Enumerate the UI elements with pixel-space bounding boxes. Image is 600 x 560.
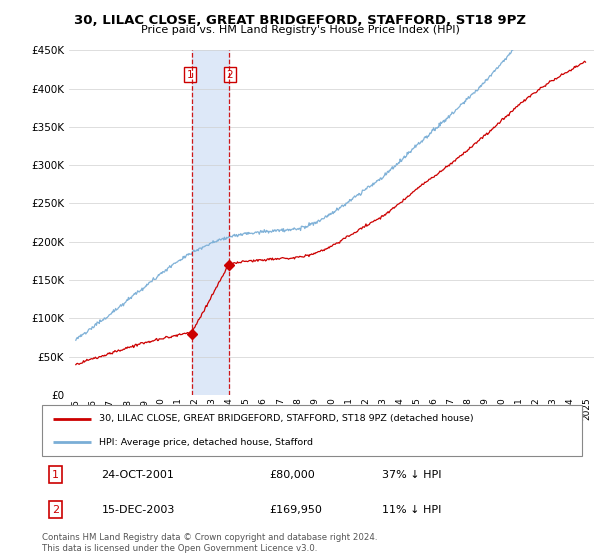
Text: Contains HM Land Registry data © Crown copyright and database right 2024.
This d: Contains HM Land Registry data © Crown c…: [42, 533, 377, 553]
Text: £80,000: £80,000: [269, 470, 314, 479]
Text: 24-OCT-2001: 24-OCT-2001: [101, 470, 174, 479]
Text: Price paid vs. HM Land Registry's House Price Index (HPI): Price paid vs. HM Land Registry's House …: [140, 25, 460, 35]
Text: 30, LILAC CLOSE, GREAT BRIDGEFORD, STAFFORD, ST18 9PZ (detached house): 30, LILAC CLOSE, GREAT BRIDGEFORD, STAFF…: [98, 414, 473, 423]
Text: 2: 2: [52, 505, 59, 515]
Bar: [191, 50, 229, 395]
Text: 2: 2: [227, 69, 233, 80]
Text: £169,950: £169,950: [269, 505, 322, 515]
FancyBboxPatch shape: [42, 405, 582, 456]
Text: 1: 1: [52, 470, 59, 479]
Text: 15-DEC-2003: 15-DEC-2003: [101, 505, 175, 515]
Text: 1: 1: [187, 69, 194, 80]
Text: 30, LILAC CLOSE, GREAT BRIDGEFORD, STAFFORD, ST18 9PZ: 30, LILAC CLOSE, GREAT BRIDGEFORD, STAFF…: [74, 14, 526, 27]
Text: 11% ↓ HPI: 11% ↓ HPI: [382, 505, 442, 515]
Text: HPI: Average price, detached house, Stafford: HPI: Average price, detached house, Staf…: [98, 438, 313, 447]
Text: 37% ↓ HPI: 37% ↓ HPI: [382, 470, 442, 479]
